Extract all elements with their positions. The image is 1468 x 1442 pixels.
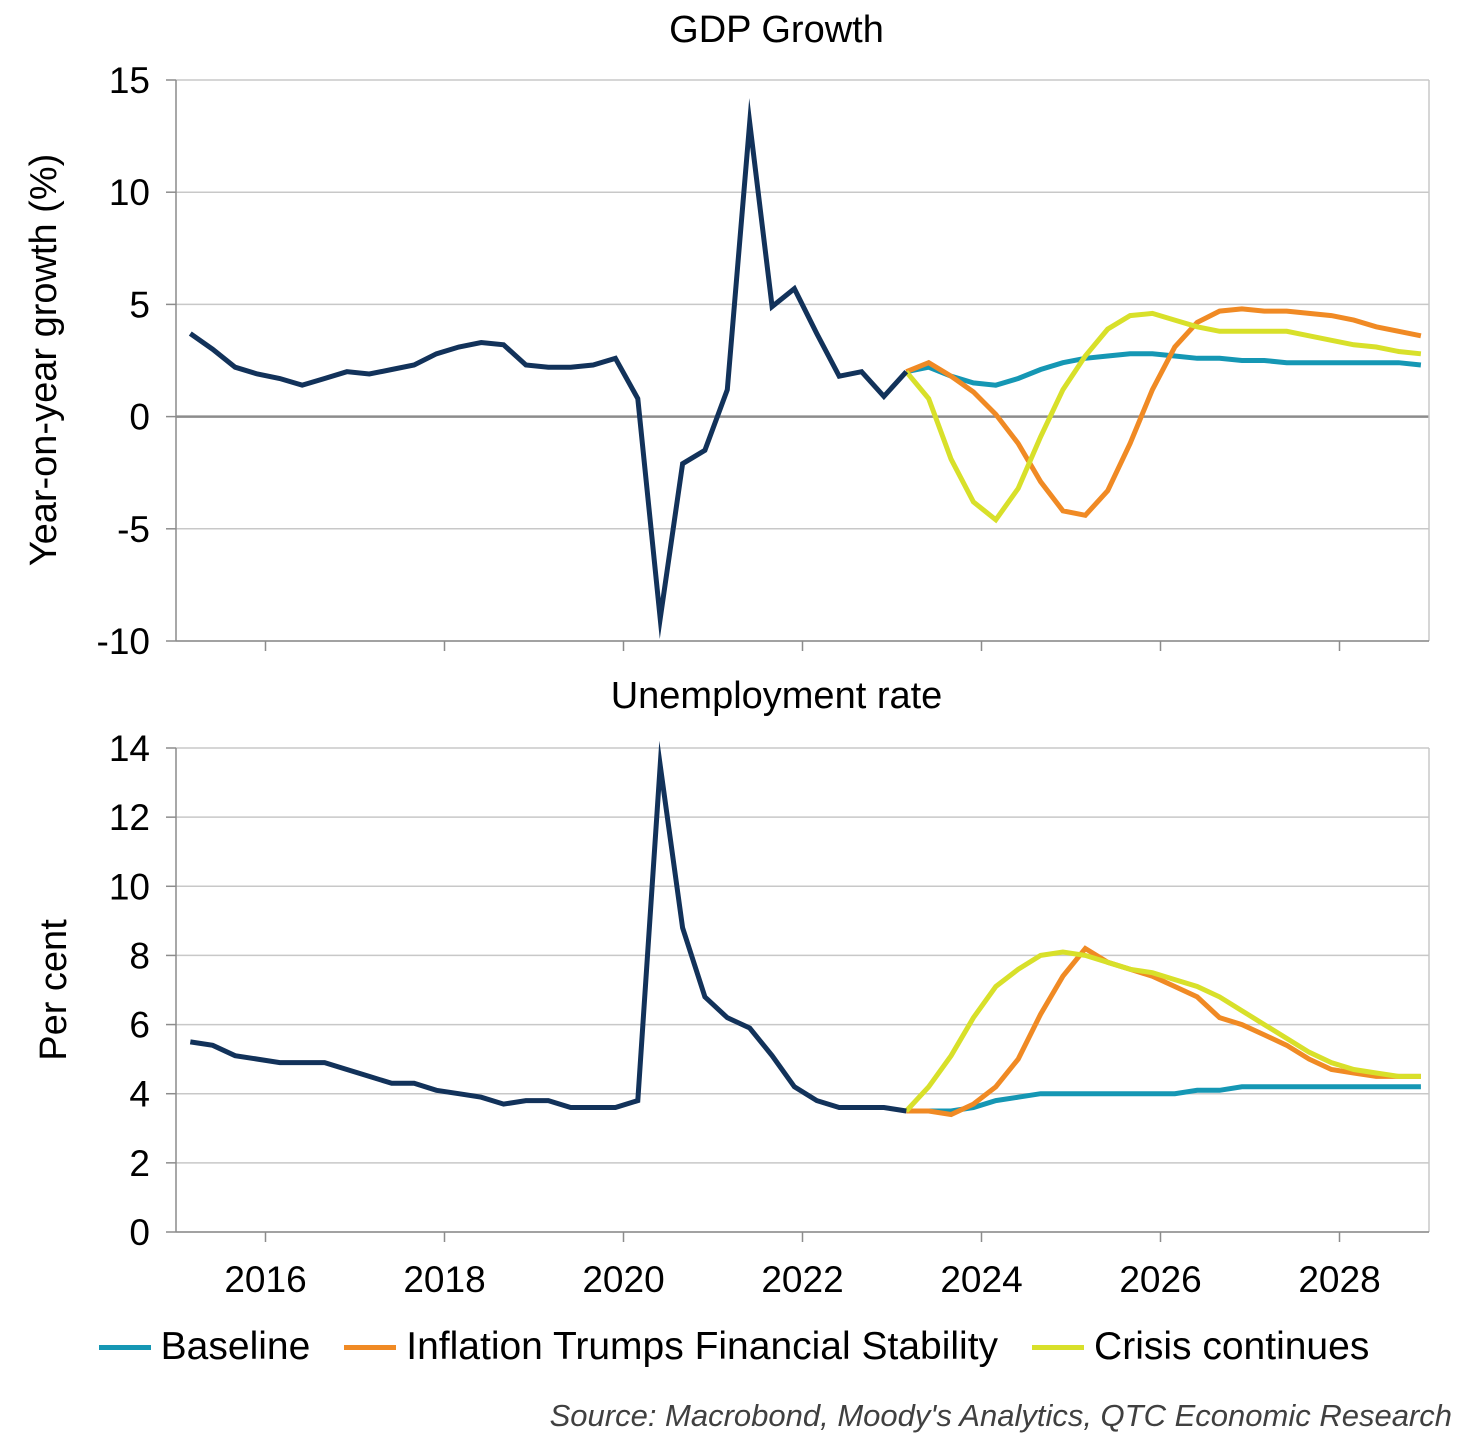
y-tick-label: 4 [129,1074,150,1115]
legend-label-crisis: Crisis continues [1094,1325,1370,1368]
series-line-history [189,740,907,1114]
y-tick-label: 6 [129,1005,150,1046]
legend-swatch-inflation [344,1344,397,1350]
legend-item-baseline: Baseline [98,1325,311,1369]
y-tick-label: 0 [129,1212,150,1253]
series-line-crisis [904,310,1422,524]
y-tick-label: 2 [129,1143,150,1184]
y-tick-label: 0 [129,397,150,438]
chart-title: GDP Growth [669,9,884,51]
y-axis-label: Per cent [33,919,75,1061]
series-line-crisis [904,949,1421,1113]
unemployment-rate-chart: Unemployment rate Per cent 14 12 10 8 6 4 2 0 [33,675,1430,1253]
legend-label-inflation: Inflation Trumps Financial Stability [406,1325,999,1368]
x-tick-label: 2024 [940,1259,1022,1300]
series-line-baseline [906,1084,1421,1114]
y-tick-label: 10 [109,172,150,213]
y-tick-label: 14 [109,728,150,769]
x-tick-label: 2028 [1298,1259,1380,1300]
legend-item-inflation: Inflation Trumps Financial Stability [344,1325,998,1369]
y-tick-label: 12 [109,797,150,838]
x-tick-label: 2016 [224,1259,306,1300]
x-tick-label: 2026 [1119,1259,1201,1300]
y-tick-label: -10 [97,621,150,662]
x-tick-label: 2022 [761,1259,843,1300]
x-axis-tick-labels: 2016 2018 2020 2022 2024 2026 2028 [224,1259,1380,1300]
x-tick-label: 2020 [582,1259,664,1300]
y-tick-label: -5 [117,509,150,550]
legend-swatch-baseline [98,1344,151,1350]
series-line-inflation [905,306,1422,519]
y-tick-label: 5 [129,284,150,325]
series-line-history [188,98,909,640]
y-axis-label: Year-on-year growth (%) [23,154,65,567]
x-tick-label: 2018 [403,1259,485,1300]
legend-label-baseline: Baseline [160,1325,311,1368]
chart-title: Unemployment rate [611,675,943,717]
y-tick-label: 10 [109,866,150,907]
source-note: Source: Macrobond, Moody's Analytics, QT… [549,1398,1452,1433]
legend: Baseline Inflation Trumps Financial Stab… [0,1322,1468,1372]
legend-item-crisis: Crisis continues [1032,1325,1369,1369]
series-line-inflation [906,945,1421,1118]
y-tick-label: 8 [129,935,150,976]
gdp-growth-chart: GDP Growth Year-on-year growth (%) 15 10 5 0 -… [23,9,1430,662]
legend-swatch-crisis [1032,1344,1085,1350]
series-line-baseline [905,351,1422,388]
y-tick-label: 15 [109,60,150,101]
